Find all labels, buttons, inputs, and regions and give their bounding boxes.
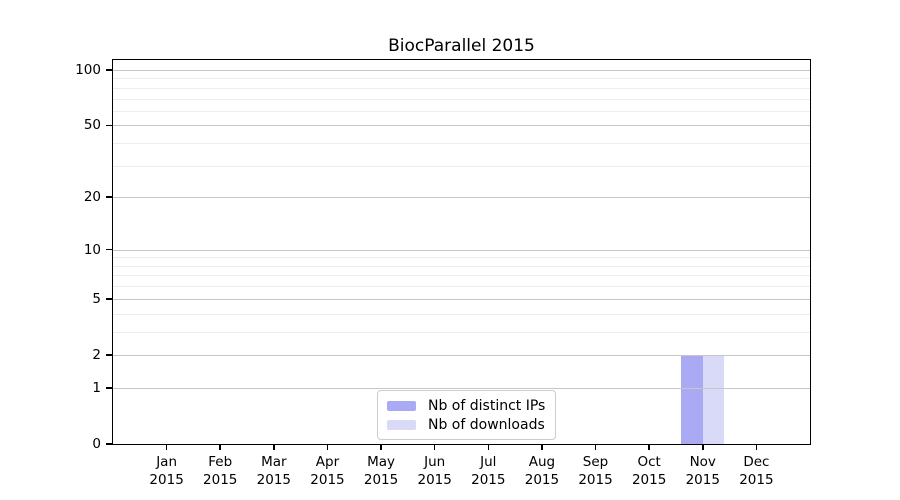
y-tick-mark <box>106 248 113 251</box>
x-tick-label: Dec 2015 <box>739 454 774 488</box>
major-gridline <box>113 387 810 389</box>
legend-label-downloads: Nb of downloads <box>428 416 545 433</box>
x-tick-label: Sep 2015 <box>578 454 613 488</box>
minor-gridline <box>113 286 810 288</box>
x-tick-label: Mar 2015 <box>256 454 292 488</box>
x-tick-mark <box>701 444 704 450</box>
x-tick-mark <box>541 444 543 450</box>
bar-distinct-ips <box>681 354 703 444</box>
bar-downloads <box>702 354 725 444</box>
y-tick-mark <box>106 124 113 127</box>
x-tick-label: Oct 2015 <box>631 454 667 488</box>
plot-area <box>112 59 811 445</box>
y-tick-label: 2 <box>92 346 101 363</box>
x-tick-label: Jun 2015 <box>417 454 452 488</box>
x-tick-mark <box>219 444 222 450</box>
x-tick-label: Jul 2015 <box>471 454 506 488</box>
x-tick-mark <box>380 444 382 450</box>
x-tick-mark <box>594 444 597 450</box>
y-tick-mark <box>106 354 113 356</box>
x-tick-label: Apr 2015 <box>310 454 345 488</box>
major-gridline <box>113 298 810 300</box>
x-tick-mark <box>433 444 436 450</box>
minor-gridline <box>113 331 810 333</box>
major-gridline <box>113 70 810 71</box>
x-tick-label: May 2015 <box>363 454 399 488</box>
x-tick-mark <box>648 444 650 450</box>
y-tick-mark <box>106 196 113 199</box>
minor-gridline <box>113 110 810 112</box>
major-gridline <box>113 197 810 199</box>
y-tick-mark <box>106 387 113 389</box>
minor-gridline <box>113 143 810 145</box>
major-gridline <box>113 354 810 356</box>
x-tick-mark <box>326 444 329 450</box>
legend: Nb of distinct IPs Nb of downloads <box>377 390 557 440</box>
x-tick-mark <box>273 444 275 450</box>
legend-swatch-downloads <box>387 419 416 430</box>
y-tick-label: 50 <box>83 117 101 134</box>
x-tick-label: Nov 2015 <box>685 454 720 488</box>
minor-gridline <box>113 313 810 315</box>
minor-gridline <box>113 265 810 267</box>
legend-swatch-distinct-ips <box>387 400 416 411</box>
y-tick-label: 20 <box>83 189 101 206</box>
major-gridline <box>113 249 810 251</box>
y-tick-label: 10 <box>83 241 101 258</box>
minor-gridline <box>113 165 810 167</box>
minor-gridline <box>113 257 810 259</box>
legend-item-downloads: Nb of downloads <box>387 415 545 434</box>
y-tick-mark <box>106 69 113 71</box>
major-gridline <box>113 125 810 127</box>
y-tick-label: 5 <box>92 290 101 307</box>
minor-gridline <box>113 87 810 89</box>
y-tick-label: 100 <box>75 62 101 78</box>
minor-gridline <box>113 98 810 100</box>
x-tick-mark <box>487 444 490 450</box>
y-tick-mark <box>106 443 113 445</box>
legend-label-distinct-ips: Nb of distinct IPs <box>428 397 546 414</box>
x-tick-mark <box>755 444 758 450</box>
y-tick-mark <box>106 297 113 300</box>
x-tick-mark <box>165 444 168 450</box>
x-tick-label: Jan 2015 <box>149 454 184 488</box>
x-tick-label: Aug 2015 <box>524 454 560 488</box>
x-tick-label: Feb 2015 <box>203 454 238 488</box>
y-tick-label: 0 <box>92 436 101 452</box>
chart-title: BiocParallel 2015 <box>388 36 535 56</box>
minor-gridline <box>113 78 810 80</box>
minor-gridline <box>113 275 810 277</box>
y-tick-label: 1 <box>92 379 101 396</box>
legend-item-distinct-ips: Nb of distinct IPs <box>387 396 545 415</box>
